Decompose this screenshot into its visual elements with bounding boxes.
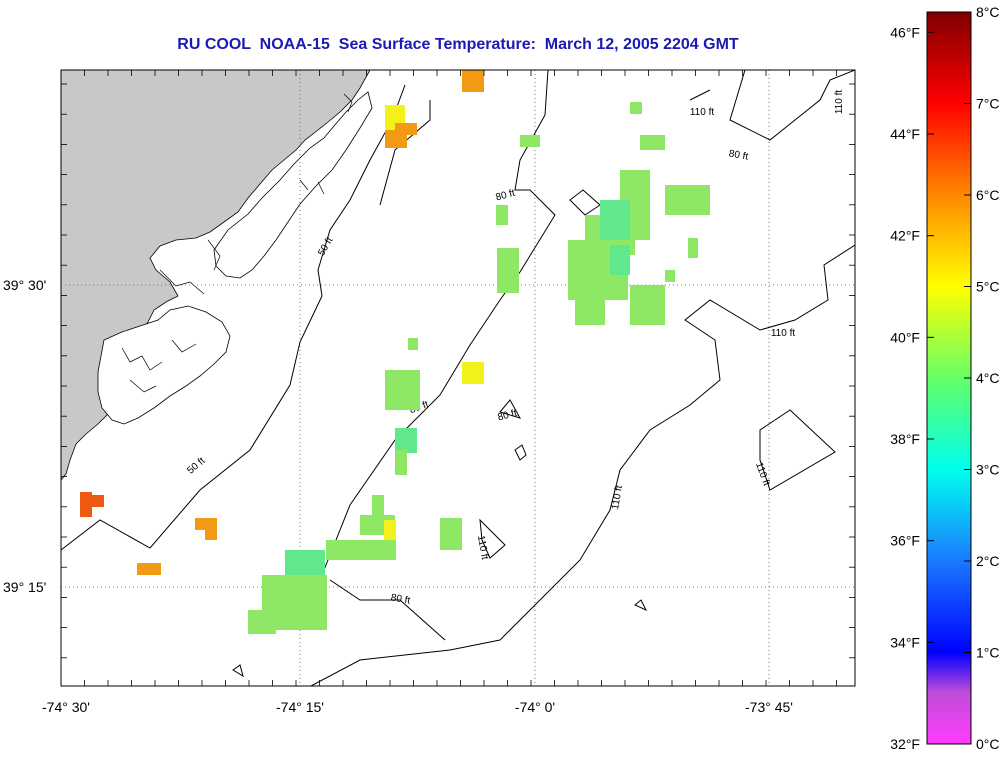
colorbar-f-label: 38°F (890, 431, 920, 447)
sst-pixel (575, 300, 605, 325)
colorbar-c-label: 7°C (976, 96, 1000, 112)
sst-pixel (205, 530, 217, 540)
map-gridlines (61, 70, 855, 686)
contour-label: 80 ft (390, 592, 411, 606)
sst-pixel (395, 123, 417, 135)
contour-label: 110 ft (771, 328, 795, 339)
sst-pixel (137, 563, 161, 575)
sst-pixel (688, 238, 698, 258)
sst-pixel (630, 102, 642, 114)
contour-label: 110 ft (475, 535, 490, 561)
sst-pixel (600, 200, 630, 240)
sst-pixel (326, 540, 396, 560)
sst-pixel (496, 205, 508, 225)
contour-label: 110 ft (610, 484, 625, 510)
contour-label: 80 ft (497, 408, 519, 424)
contour-label: 110 ft (690, 107, 714, 118)
colorbar-f-label: 42°F (890, 228, 920, 244)
colorbar-labels: 46°F 44°F 42°F 40°F 38°F 36°F 34°F 32°F 8°C 7°C 6°… (890, 4, 999, 752)
sst-pixel (248, 610, 276, 634)
contour-label: 80 ft (728, 148, 749, 162)
colorbar-c-label: 4°C (976, 370, 1000, 386)
lat-tick-label: 39° 30' (3, 277, 46, 293)
colorbar-f-label: 32°F (890, 736, 920, 752)
sst-pixel (80, 492, 92, 517)
sst-pixel (92, 495, 104, 507)
great-bay (97, 305, 231, 425)
sst-pixel (462, 70, 484, 92)
sst-pixel (497, 248, 519, 293)
sst-pixel (520, 135, 540, 147)
sst-pixel (395, 428, 417, 453)
colorbar-c-label: 5°C (976, 279, 1000, 295)
colorbar-f-label: 36°F (890, 533, 920, 549)
sst-pixel (384, 520, 396, 540)
sst-pixel (408, 338, 418, 350)
lon-tick-label: -73° 45' (745, 699, 793, 715)
sst-pixel (195, 518, 217, 530)
colorbar-c-label: 8°C (976, 4, 1000, 20)
colorbar-c-label: 1°C (976, 645, 1000, 661)
lat-tick-label: 39° 15' (3, 579, 46, 595)
sst-pixel (640, 135, 665, 150)
colorbar-c-label: 0°C (976, 736, 1000, 752)
lon-tick-label: -74° 30' (42, 699, 90, 715)
colorbar-f-label: 34°F (890, 634, 920, 650)
sst-pixels (80, 70, 710, 634)
sst-pixel (395, 450, 407, 475)
colorbar-f-label: 46°F (890, 24, 920, 40)
map-title: RU COOL NOAA-15 Sea Surface Temperature:… (177, 36, 739, 53)
colorbar-f-label: 44°F (890, 126, 920, 142)
colorbar-ticks (927, 11, 971, 745)
sst-pixel (665, 270, 675, 282)
lon-tick-label: -74° 15' (276, 699, 324, 715)
back-bay (213, 91, 373, 279)
colorbar-f-label: 40°F (890, 329, 920, 345)
colorbar-c-label: 3°C (976, 462, 1000, 478)
inlet-shapes (121, 93, 353, 393)
map-frame (60, 69, 856, 687)
sst-pixel (372, 495, 384, 517)
sst-pixel (440, 518, 462, 550)
colorbar-c-label: 6°C (976, 187, 1000, 203)
lon-tick-label: -74° 0' (515, 699, 555, 715)
colorbar-c-label: 2°C (976, 553, 1000, 569)
land-mass (61, 70, 371, 481)
contour-label: 80 ft (495, 188, 517, 204)
sst-pixel (630, 285, 665, 325)
sst-pixel (385, 370, 420, 410)
contour-label: 110 ft (834, 90, 845, 114)
frame-ticks (60, 70, 855, 686)
sst-pixel (610, 245, 630, 275)
sst-pixel (462, 362, 484, 384)
sst-pixel (665, 185, 710, 215)
